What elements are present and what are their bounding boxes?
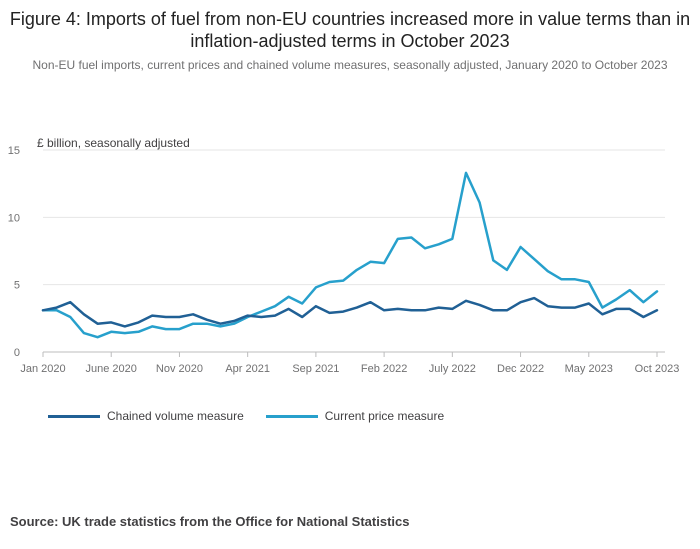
legend-item-current-price[interactable]: Current price measure bbox=[265, 409, 445, 423]
y-tick-label: 0 bbox=[14, 347, 20, 359]
y-tick-label: 15 bbox=[8, 145, 20, 157]
x-tick-label: Feb 2022 bbox=[361, 363, 407, 375]
legend-label-chained-volume: Chained volume measure bbox=[107, 409, 244, 423]
x-tick-label: Jan 2020 bbox=[20, 363, 65, 375]
chart-subtitle: Non-EU fuel imports, current prices and … bbox=[32, 58, 668, 72]
y-axis-label: £ billion, seasonally adjusted bbox=[37, 136, 190, 150]
x-tick-label: June 2020 bbox=[86, 363, 137, 375]
legend-item-chained-volume[interactable]: Chained volume measure bbox=[48, 409, 244, 423]
y-tick-label: 10 bbox=[8, 212, 20, 224]
x-tick-label: Sep 2021 bbox=[292, 363, 339, 375]
chart-title: Figure 4: Imports of fuel from non-EU co… bbox=[9, 9, 691, 51]
series-lines bbox=[41, 171, 659, 339]
source-note: Source: UK trade statistics from the Off… bbox=[10, 514, 410, 529]
line-chart: 0 5 10 15 Jan 2020 June 2020 Nov 2020 Apr 2021… bbox=[8, 145, 680, 375]
legend-label-current-price: Current price measure bbox=[324, 409, 445, 423]
legend-swatch-chained-volume bbox=[48, 414, 100, 418]
legend-swatch-current-price bbox=[265, 414, 318, 418]
x-axis: Jan 2020 June 2020 Nov 2020 Apr 2021 Sep 202… bbox=[20, 352, 679, 375]
x-tick-label: Apr 2021 bbox=[225, 363, 270, 375]
y-tick-label: 5 bbox=[14, 280, 20, 292]
x-tick-label: Oct 2023 bbox=[635, 363, 680, 375]
x-tick-label: Dec 2022 bbox=[497, 363, 544, 375]
gridlines bbox=[43, 149, 665, 353]
y-axis: 0 5 10 15 bbox=[8, 145, 20, 359]
x-tick-label: May 2023 bbox=[565, 363, 613, 375]
legend: Chained volume measure Current price mea… bbox=[48, 409, 466, 423]
x-tick-label: Nov 2020 bbox=[156, 363, 203, 375]
series-line-chained-volume bbox=[41, 296, 659, 328]
series-line-current-price bbox=[41, 171, 659, 339]
x-tick-label: July 2022 bbox=[429, 363, 476, 375]
